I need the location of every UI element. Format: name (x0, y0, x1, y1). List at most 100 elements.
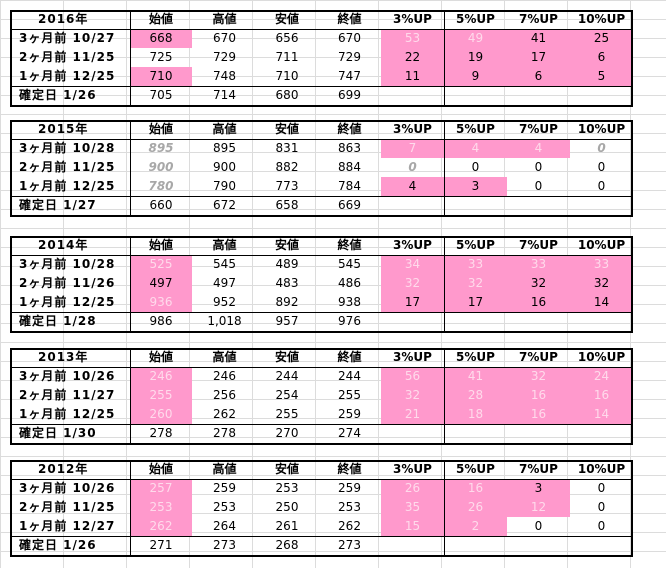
cell-up7 (507, 86, 570, 105)
table-row: 確定日 1/26 271 273 268 273 (10, 536, 665, 555)
row-label: 確定日 1/26 (19, 538, 97, 552)
cell-close: 884 (338, 160, 361, 174)
cell-close: 938 (338, 295, 361, 309)
cell-close: 255 (338, 388, 361, 402)
cell-high: 262 (213, 407, 236, 421)
column-header-close: 終値 (337, 462, 362, 476)
year-label: 2014年 (38, 238, 89, 252)
row-label: 1ヶ月前 12/25 (19, 295, 116, 309)
table-row: 1ヶ月前 12/27 262 264 261 262 15 2 0 0 (10, 517, 665, 536)
cell-high: 497 (213, 276, 236, 290)
cell-low: 892 (275, 295, 299, 309)
table-row: 3ヶ月前 10/27 668 670 656 670 53 49 41 25 (10, 29, 665, 48)
column-header-close: 終値 (337, 350, 362, 364)
cell-up5 (444, 536, 507, 555)
cell-up10: 0 (597, 141, 606, 155)
column-header-up3: 3%UP (393, 462, 432, 476)
cell-low: 658 (275, 198, 299, 212)
cell-up3: 7 (381, 139, 444, 158)
cell-open: 936 (130, 293, 192, 312)
cell-close: 729 (338, 50, 361, 64)
column-header-close: 終値 (337, 122, 362, 136)
cell-up7: 6 (507, 67, 570, 86)
cell-low: 261 (275, 519, 299, 533)
column-header-close: 終値 (337, 238, 362, 252)
confirm-divider (10, 536, 633, 537)
cell-open: 725 (149, 50, 173, 64)
cell-open: 710 (130, 67, 192, 86)
cell-close: 262 (338, 519, 361, 533)
cell-close: 259 (338, 481, 361, 495)
cell-low: 268 (275, 538, 299, 552)
column-header-low: 安値 (274, 122, 299, 136)
cell-up3: 35 (381, 498, 444, 517)
cell-up5: 2 (444, 517, 507, 536)
cell-up7: 33 (507, 255, 570, 274)
cell-open: 253 (130, 498, 192, 517)
cell-low: 253 (275, 481, 299, 495)
cell-up10 (570, 536, 633, 555)
label-divider (130, 10, 131, 106)
table-header-row: 2012年 始値 高値 安値 終値 3%UP 5%UP 7%UP 10%UP (10, 460, 665, 479)
cell-up3 (381, 312, 444, 331)
column-header-high: 高値 (212, 122, 237, 136)
table-row: 確定日 1/26 705 714 680 699 (10, 86, 665, 105)
cell-up7: 17 (507, 48, 570, 67)
row-label: 確定日 1/28 (19, 314, 97, 328)
column-header-open: 始値 (148, 462, 173, 476)
cell-up3: 32 (381, 386, 444, 405)
cell-up3: 53 (381, 29, 444, 48)
table-row: 2ヶ月前 11/25 253 253 250 253 35 26 12 0 (10, 498, 665, 517)
cell-high: 900 (213, 160, 236, 174)
cell-open: 278 (149, 426, 173, 440)
up-section-divider (444, 120, 445, 216)
cell-high: 952 (213, 295, 236, 309)
column-header-up7: 7%UP (519, 462, 558, 476)
row-label: 確定日 1/30 (19, 426, 97, 440)
column-header-up5: 5%UP (456, 462, 495, 476)
column-header-close: 終値 (337, 12, 362, 26)
cell-up7: 0 (534, 179, 543, 193)
row-label: 1ヶ月前 12/25 (19, 407, 116, 421)
table-header-row: 2013年 始値 高値 安値 終値 3%UP 5%UP 7%UP 10%UP (10, 348, 665, 367)
cell-high: 256 (213, 388, 236, 402)
header-divider (10, 479, 633, 480)
table-row: 3ヶ月前 10/28 895 895 831 863 7 4 4 0 (10, 139, 665, 158)
cell-up10: 0 (597, 500, 606, 514)
cell-up7: 16 (507, 405, 570, 424)
cell-open: 986 (149, 314, 173, 328)
row-label: 3ヶ月前 10/26 (19, 481, 116, 495)
table-row: 確定日 1/27 660 672 658 669 (10, 196, 665, 215)
cell-up10: 33 (570, 255, 633, 274)
column-header-high: 高値 (212, 12, 237, 26)
cell-low: 489 (275, 257, 299, 271)
row-label: 2ヶ月前 11/25 (19, 500, 116, 514)
cell-high: 264 (213, 519, 236, 533)
row-label: 3ヶ月前 10/28 (19, 257, 116, 271)
cell-up5 (444, 196, 507, 215)
column-header-low: 安値 (274, 238, 299, 252)
column-header-up10: 10%UP (577, 350, 626, 364)
column-header-up5: 5%UP (456, 122, 495, 136)
cell-close: 259 (338, 407, 361, 421)
cell-low: 710 (275, 69, 299, 83)
cell-up3: 26 (381, 479, 444, 498)
table-header-row: 2015年 始値 高値 安値 終値 3%UP 5%UP 7%UP 10%UP (10, 120, 665, 139)
cell-up10: 25 (570, 29, 633, 48)
cell-up5: 32 (444, 274, 507, 293)
cell-low: 270 (275, 426, 299, 440)
column-header-up10: 10%UP (577, 122, 626, 136)
cell-up3: 21 (381, 405, 444, 424)
column-header-open: 始値 (148, 122, 173, 136)
table-row: 2ヶ月前 11/26 497 497 483 486 32 32 32 32 (10, 274, 665, 293)
cell-close: 784 (338, 179, 361, 193)
row-label: 3ヶ月前 10/26 (19, 369, 116, 383)
cell-high: 895 (213, 141, 236, 155)
cell-open: 525 (130, 255, 192, 274)
cell-high: 259 (213, 481, 236, 495)
row-label: 3ヶ月前 10/27 (19, 31, 116, 45)
cell-up5: 4 (444, 139, 507, 158)
confirm-divider (10, 424, 633, 425)
column-header-open: 始値 (148, 238, 173, 252)
cell-up10: 0 (597, 160, 606, 174)
